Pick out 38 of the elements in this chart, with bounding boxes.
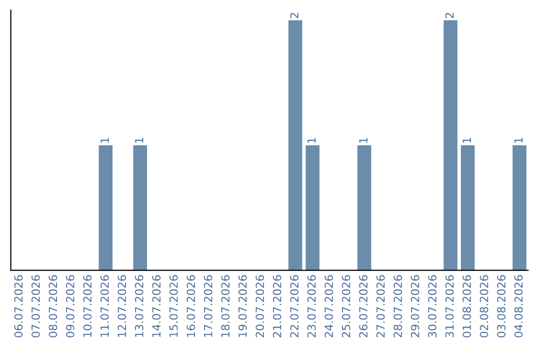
x-tick-label: 18.07.2026 bbox=[221, 275, 230, 337]
x-tick-label: 29.07.2026 bbox=[410, 275, 420, 338]
x-tick-label: 27.07.2026 bbox=[376, 275, 385, 338]
x-tick-label: 13.07.2026 bbox=[134, 275, 144, 337]
data-label: 2 bbox=[445, 12, 454, 18]
data-label: 2 bbox=[290, 12, 298, 18]
x-tick-label: 15.07.2026 bbox=[169, 275, 178, 337]
x-tick-label: 08.07.2026 bbox=[48, 275, 58, 338]
x-tick-label: 20.07.2026 bbox=[256, 275, 264, 338]
x-tick-label: 16.07.2026 bbox=[186, 275, 196, 337]
x-tick-label: 04.08.2026 bbox=[514, 275, 523, 338]
x-tick-label: 21.07.2026 bbox=[272, 275, 282, 338]
x-tick-label: 23.07.2026 bbox=[307, 275, 316, 338]
x-tick-label: 07.07.2026 bbox=[31, 275, 40, 338]
data-label: 1 bbox=[308, 138, 316, 143]
x-tick-label: 24.07.2026 bbox=[324, 275, 334, 338]
x-tick-label: 30.07.2026 bbox=[428, 275, 436, 338]
x-tick-label: 06.07.2026 bbox=[14, 275, 23, 338]
x-tick-label: 12.07.2026 bbox=[118, 275, 126, 337]
data-label: 1 bbox=[514, 138, 523, 143]
x-tick-label: 26.07.2026 bbox=[359, 275, 368, 338]
x-tick-label: 03.08.2026 bbox=[497, 275, 506, 338]
x-tick-label: 22.07.2026 bbox=[290, 275, 299, 338]
x-tick-label: 31.07.2026 bbox=[445, 275, 454, 338]
data-label: 1 bbox=[462, 138, 471, 143]
x-tick-label: 01.08.2026 bbox=[462, 275, 471, 338]
x-tick-label: 25.07.2026 bbox=[342, 275, 350, 338]
x-tick-label: 14.07.2026 bbox=[152, 275, 161, 337]
x-tick-label: 19.07.2026 bbox=[238, 275, 247, 337]
x-tick-label: 10.07.2026 bbox=[83, 275, 92, 337]
data-label: 1 bbox=[359, 138, 368, 143]
x-tick-label: 09.07.2026 bbox=[66, 275, 74, 338]
data-label: 1 bbox=[100, 138, 109, 143]
x-tick-label: 28.07.2026 bbox=[394, 275, 402, 338]
x-tick-label: 11.07.2026 bbox=[100, 275, 109, 337]
data-label: 1 bbox=[135, 138, 144, 143]
x-tick-label: 02.08.2026 bbox=[480, 275, 488, 338]
x-tick-label: 17.07.2026 bbox=[204, 275, 212, 337]
